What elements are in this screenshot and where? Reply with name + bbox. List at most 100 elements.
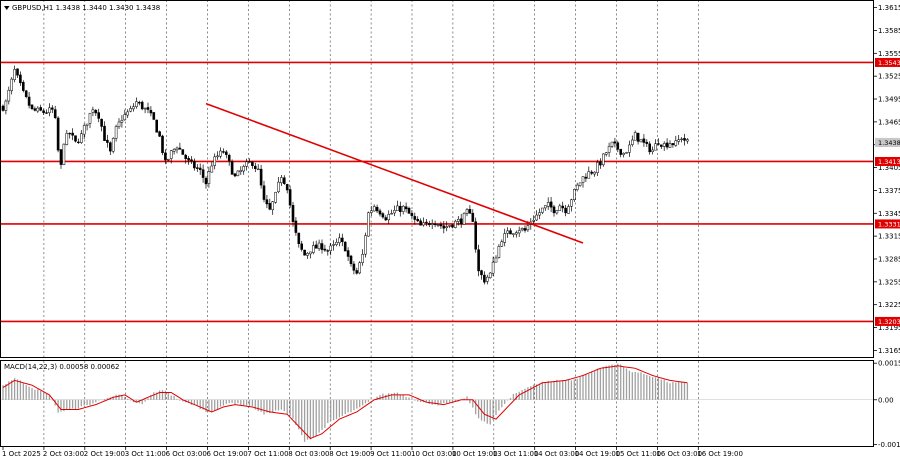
candle xyxy=(74,135,77,143)
candle xyxy=(465,208,469,217)
candle xyxy=(407,206,411,214)
candle xyxy=(288,185,292,208)
price-level-label: 1.3331 xyxy=(878,220,900,228)
candle xyxy=(274,191,277,204)
candle xyxy=(381,212,385,219)
candle xyxy=(503,228,506,247)
candle xyxy=(126,109,130,119)
candle xyxy=(320,239,324,254)
candle xyxy=(213,153,216,170)
candle xyxy=(396,200,399,211)
level-price-tags: 1.3543 1.3413 1.3331 1.3203 xyxy=(875,57,900,326)
price-tick-label: 1.3405 xyxy=(878,164,900,172)
candle xyxy=(68,132,72,139)
time-axis[interactable]: 1 Oct 2025 2 Oct 03:00 2 Oct 19:00 3 Oct 11… xyxy=(2,447,743,458)
candle xyxy=(146,102,150,114)
price-tick-label: 1.3495 xyxy=(878,96,900,104)
candle xyxy=(204,176,208,189)
candle xyxy=(346,247,350,262)
price-level-label: 1.3543 xyxy=(878,59,900,67)
candle xyxy=(515,230,518,238)
candle xyxy=(178,142,182,150)
candle xyxy=(454,219,457,229)
descending-trendline[interactable] xyxy=(205,102,584,244)
candle xyxy=(245,158,248,171)
candle xyxy=(404,202,408,213)
time-tick-label: 7 Oct 11:00 xyxy=(247,450,288,458)
triangle-down-icon[interactable] xyxy=(4,6,10,10)
candle xyxy=(625,151,628,154)
candle xyxy=(390,209,393,215)
candle xyxy=(198,163,202,175)
candle xyxy=(491,256,495,277)
candle xyxy=(254,162,257,173)
candle xyxy=(80,130,83,144)
candle xyxy=(207,166,211,188)
candle xyxy=(512,233,515,238)
candle xyxy=(143,107,147,114)
price-pane[interactable]: 1.3615 1.3585 1.3555 1.3525 1.3495 1.3465 1.34… xyxy=(0,0,900,358)
price-tick-label: 1.3255 xyxy=(878,278,900,286)
candle xyxy=(645,139,649,147)
candle xyxy=(30,104,34,111)
candle xyxy=(225,150,228,159)
candle xyxy=(355,267,359,275)
candle xyxy=(219,147,222,159)
candle xyxy=(341,233,344,247)
candle xyxy=(442,221,446,234)
candle xyxy=(251,160,254,169)
candle xyxy=(45,109,48,114)
price-pane-frame xyxy=(0,0,874,358)
candle xyxy=(561,201,565,213)
candle xyxy=(111,137,115,154)
price-level-tag xyxy=(875,316,900,326)
candle xyxy=(196,164,199,172)
candle xyxy=(210,161,214,173)
candle xyxy=(291,202,295,227)
candle xyxy=(599,158,602,169)
candle xyxy=(523,225,527,233)
candle xyxy=(361,249,364,266)
candle xyxy=(242,164,245,175)
candle xyxy=(265,195,269,209)
candle xyxy=(573,188,576,202)
candle xyxy=(248,158,251,163)
candle xyxy=(358,261,361,275)
candle xyxy=(236,170,240,177)
time-tick-label: 2 Oct 03:00 xyxy=(43,450,84,458)
candle xyxy=(570,198,573,212)
candle xyxy=(575,182,579,192)
candle xyxy=(506,227,509,238)
price-tick-label: 1.3465 xyxy=(878,118,900,126)
candle xyxy=(428,220,431,228)
candle xyxy=(613,137,617,148)
macd-axis: 0.00151 0.00 -0.00185 xyxy=(874,360,900,449)
candle xyxy=(607,142,611,157)
price-level-tag xyxy=(875,57,900,67)
price-axis[interactable]: 1.3615 1.3585 1.3555 1.3525 1.3495 1.3465 1.34… xyxy=(874,4,900,355)
candle xyxy=(436,224,440,228)
candle xyxy=(604,151,608,157)
macd-tick-label: 0.00151 xyxy=(878,360,900,368)
macd-info: MACD(14,22,3) 0.00058 0.00062 xyxy=(4,363,120,371)
candle xyxy=(103,121,106,141)
candle xyxy=(590,170,594,176)
support-resistance-levels[interactable] xyxy=(0,61,874,323)
macd-pane[interactable]: 0.00151 0.00 -0.00185 MACD(14,22,3) 0.0005… xyxy=(0,360,900,449)
candle xyxy=(39,104,43,112)
price-tick-label: 1.3285 xyxy=(878,255,900,263)
candle xyxy=(558,203,562,211)
candle xyxy=(256,164,260,171)
candle xyxy=(445,221,448,232)
time-tick-label: 14 Oct 03:00 xyxy=(534,450,580,458)
candle xyxy=(370,206,373,216)
candle xyxy=(233,172,237,178)
candle xyxy=(323,244,327,252)
candle xyxy=(610,141,614,149)
price-level-label: 1.3203 xyxy=(878,318,900,326)
candle xyxy=(283,175,286,185)
candle xyxy=(474,217,477,253)
candle xyxy=(175,146,179,154)
